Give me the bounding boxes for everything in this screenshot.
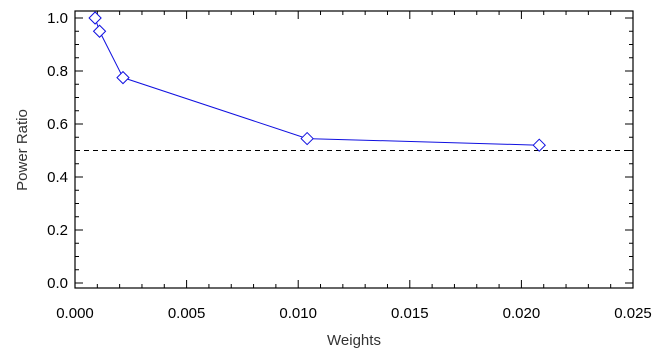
x-tick-label: 0.020 [503,305,541,322]
plot-frame [74,10,634,289]
data-point-diamond [92,24,107,38]
x-tick-label: 0.015 [391,305,429,322]
data-point-diamond [88,11,102,25]
x-tick-label: 0.005 [168,305,206,322]
x-tick-label: 0.025 [614,305,652,322]
y-tick-label: 0.6 [47,116,68,133]
data-point-diamond [532,138,546,152]
data-point-diamond [116,70,130,85]
axes: 0.000 0.005 0.010 0.015 0.020 0.025 0.0 0.2 0.4 0… [47,10,652,322]
y-axis-label: Power Ratio [14,109,31,191]
y-tick-label: 0.2 [47,222,68,239]
series-group [88,11,546,152]
series-line [94,17,540,146]
y-tick-label: 1.0 [47,10,68,27]
x-tick-label: 0.010 [279,305,317,322]
y-tick-label: 0.0 [47,275,68,292]
y-tick-label: 0.4 [47,169,68,186]
data-point-diamond [300,131,314,146]
x-tick-label: 0.000 [56,305,94,322]
x-axis-label: Weights [327,332,381,348]
y-tick-label: 0.8 [47,63,68,80]
